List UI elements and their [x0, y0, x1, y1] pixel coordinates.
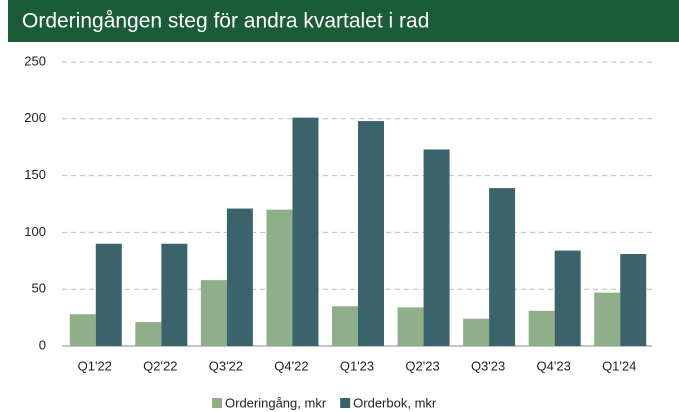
bar: [69, 314, 96, 346]
legend-swatch: [340, 398, 351, 408]
bar: [358, 121, 384, 347]
x-tick-label: Q1'23: [340, 358, 374, 373]
bar: [135, 322, 162, 346]
x-tick-label: Q3'22: [209, 358, 243, 373]
chart-title: Orderingången steg för andra kvartalet i…: [22, 10, 429, 33]
bar: [200, 280, 227, 346]
bar: [95, 243, 122, 346]
y-tick-label: 200: [24, 110, 46, 125]
y-tick-label: 100: [24, 224, 46, 239]
bar: [397, 307, 424, 346]
bar: [594, 292, 621, 346]
legend-label: Orderingång, mkr: [225, 395, 327, 410]
x-tick-label: Q2'23: [405, 358, 439, 373]
bar: [463, 318, 490, 346]
x-tick-label: Q4'23: [537, 358, 571, 373]
bar: [332, 306, 358, 346]
bar: [554, 250, 581, 346]
x-tick-label: Q1'22: [78, 358, 112, 373]
bar: [620, 253, 647, 346]
bar: [226, 208, 253, 346]
y-tick-label: 50: [32, 281, 46, 296]
bar: [161, 243, 188, 346]
bar: [266, 209, 293, 346]
legend-label: Orderbok, mkr: [353, 395, 437, 410]
bar: [423, 149, 450, 346]
x-tick-label: Q2'22: [143, 358, 177, 373]
title-banner: [8, 0, 679, 42]
y-tick-label: 0: [39, 337, 46, 352]
y-tick-label: 250: [24, 53, 46, 68]
bar: [489, 188, 516, 346]
y-tick-label: 150: [24, 167, 46, 182]
x-tick-label: Q1'24: [602, 358, 636, 373]
bar: [292, 117, 319, 346]
x-tick-label: Q3'23: [471, 358, 505, 373]
bar: [528, 310, 555, 346]
x-tick-label: Q4'22: [274, 358, 308, 373]
legend-swatch: [212, 398, 222, 408]
